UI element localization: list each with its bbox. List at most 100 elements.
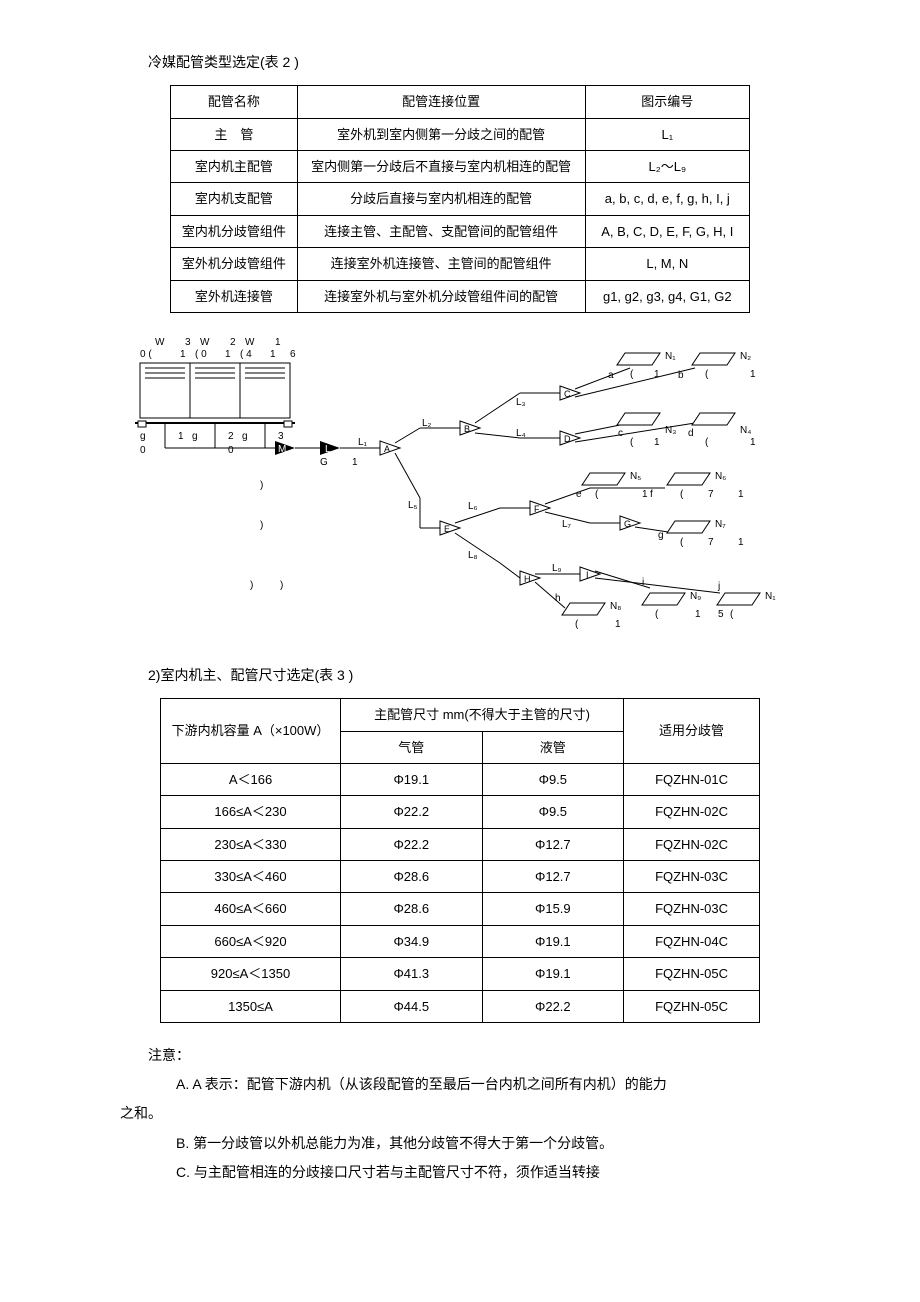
svg-text:L₇: L₇ bbox=[562, 519, 572, 530]
svg-text:2: 2 bbox=[230, 337, 236, 348]
svg-text:g: g bbox=[658, 530, 664, 541]
svg-text:(: ( bbox=[575, 619, 579, 630]
svg-text:N₉: N₉ bbox=[690, 591, 701, 602]
svg-text:N₁: N₁ bbox=[665, 351, 676, 362]
svg-text:F: F bbox=[534, 504, 540, 514]
svg-text:0 (: 0 ( bbox=[140, 349, 152, 360]
svg-text:g: g bbox=[140, 431, 146, 442]
svg-text:(: ( bbox=[680, 489, 684, 500]
note-b: B. 第一分歧管以外机总能力为准，其他分歧管不得大于第一个分歧管。 bbox=[120, 1131, 800, 1156]
t3r2c3: FQZHN-02C bbox=[624, 828, 760, 860]
table2-title: 冷媒配管类型选定(表 2 ) bbox=[120, 50, 800, 75]
svg-text:W: W bbox=[155, 337, 165, 348]
svg-text:): ) bbox=[250, 580, 253, 591]
t3-h3s: 液管 bbox=[482, 731, 624, 763]
t2r4c0: 室外机分歧管组件 bbox=[171, 248, 298, 280]
t3-h23: 主配管尺寸 mm(不得大于主管的尺寸) bbox=[341, 699, 624, 731]
svg-text:B: B bbox=[464, 424, 470, 434]
table2: 配管名称 配管连接位置 图示编号 主 管室外机到室内侧第一分歧之间的配管L₁ 室… bbox=[170, 85, 750, 313]
svg-text:1: 1 bbox=[178, 431, 184, 442]
t2r5c1: 连接室外机与室外机分歧管组件间的配管 bbox=[297, 280, 585, 312]
svg-text:g: g bbox=[192, 431, 198, 442]
svg-text:A: A bbox=[384, 444, 390, 454]
svg-text:1: 1 bbox=[654, 437, 660, 448]
svg-text:W: W bbox=[245, 337, 255, 348]
svg-text:D: D bbox=[564, 434, 571, 444]
svg-text:(: ( bbox=[680, 537, 684, 548]
svg-text:L₉: L₉ bbox=[552, 563, 562, 574]
t2r4c2: L, M, N bbox=[585, 248, 749, 280]
svg-text:N₂: N₂ bbox=[740, 351, 751, 362]
t3r7c3: FQZHN-05C bbox=[624, 990, 760, 1022]
t2r0c0: 主 管 bbox=[171, 118, 298, 150]
svg-text:): ) bbox=[260, 520, 263, 531]
svg-text:7: 7 bbox=[708, 489, 714, 500]
table3: 下游内机容量 A（×100W） 主配管尺寸 mm(不得大于主管的尺寸) 适用分歧… bbox=[160, 698, 760, 1023]
t3r3c3: FQZHN-03C bbox=[624, 861, 760, 893]
svg-text:( 0: ( 0 bbox=[195, 349, 207, 360]
svg-text:L₄: L₄ bbox=[516, 428, 526, 439]
svg-text:I: I bbox=[586, 570, 589, 580]
svg-text:1: 1 bbox=[738, 537, 744, 548]
svg-text:1: 1 bbox=[180, 349, 186, 360]
note-c: C. 与主配管相连的分歧接口尺寸若与主配管尺寸不符，须作适当转接 bbox=[120, 1160, 800, 1185]
svg-text:G: G bbox=[320, 457, 328, 468]
t3r3c2: Φ12.7 bbox=[482, 861, 624, 893]
t2r2c1: 分歧后直接与室内机相连的配管 bbox=[297, 183, 585, 215]
svg-text:(: ( bbox=[705, 437, 709, 448]
svg-text:(: ( bbox=[705, 369, 709, 380]
t3r1c0: 166≤A＜230 bbox=[161, 796, 341, 828]
svg-text:6: 6 bbox=[290, 349, 296, 360]
svg-text:3: 3 bbox=[185, 337, 191, 348]
t2r5c0: 室外机连接管 bbox=[171, 280, 298, 312]
t3r6c1: Φ41.3 bbox=[341, 958, 483, 990]
t3r3c0: 330≤A＜460 bbox=[161, 861, 341, 893]
svg-text:i: i bbox=[642, 577, 644, 588]
t3r2c0: 230≤A＜330 bbox=[161, 828, 341, 860]
t2r4c1: 连接室外机连接管、主管间的配管组件 bbox=[297, 248, 585, 280]
t3r1c1: Φ22.2 bbox=[341, 796, 483, 828]
t2r5c2: g1, g2, g3, g4, G1, G2 bbox=[585, 280, 749, 312]
t2-h3: 图示编号 bbox=[585, 86, 749, 118]
svg-text:1: 1 bbox=[642, 489, 648, 500]
svg-text:1: 1 bbox=[738, 489, 744, 500]
svg-text:N₁: N₁ bbox=[765, 591, 776, 602]
t2r3c0: 室内机分歧管组件 bbox=[171, 215, 298, 247]
t3r1c3: FQZHN-02C bbox=[624, 796, 760, 828]
t3r7c0: 1350≤A bbox=[161, 990, 341, 1022]
t3r5c2: Φ19.1 bbox=[482, 925, 624, 957]
svg-text:e: e bbox=[576, 489, 582, 500]
t2r1c0: 室内机主配管 bbox=[171, 150, 298, 182]
t3r3c1: Φ28.6 bbox=[341, 861, 483, 893]
svg-text:L₅: L₅ bbox=[408, 500, 418, 511]
svg-text:L₁: L₁ bbox=[358, 437, 368, 448]
t3r0c0: A＜166 bbox=[161, 763, 341, 795]
t2-h2: 配管连接位置 bbox=[297, 86, 585, 118]
svg-text:1: 1 bbox=[270, 349, 276, 360]
t3r2c1: Φ22.2 bbox=[341, 828, 483, 860]
svg-text:g: g bbox=[242, 431, 248, 442]
svg-text:c: c bbox=[618, 428, 623, 439]
t3r0c3: FQZHN-01C bbox=[624, 763, 760, 795]
note-a2: 之和。 bbox=[120, 1101, 800, 1126]
t3r1c2: Φ9.5 bbox=[482, 796, 624, 828]
svg-text:a: a bbox=[608, 370, 614, 381]
t3r4c2: Φ15.9 bbox=[482, 893, 624, 925]
svg-text:N₆: N₆ bbox=[715, 471, 726, 482]
t2r2c2: a, b, c, d, e, f, g, h, I, j bbox=[585, 183, 749, 215]
t3r4c1: Φ28.6 bbox=[341, 893, 483, 925]
t3r4c3: FQZHN-03C bbox=[624, 893, 760, 925]
t3r0c2: Φ9.5 bbox=[482, 763, 624, 795]
t2r2c0: 室内机支配管 bbox=[171, 183, 298, 215]
t3-h1: 下游内机容量 A（×100W） bbox=[161, 699, 341, 764]
t3-h2s: 气管 bbox=[341, 731, 483, 763]
t3-h4: 适用分歧管 bbox=[624, 699, 760, 764]
svg-text:L: L bbox=[325, 444, 331, 455]
t2r3c1: 连接主管、主配管、支配管间的配管组件 bbox=[297, 215, 585, 247]
svg-text:0: 0 bbox=[140, 445, 146, 456]
t2r0c2: L₁ bbox=[585, 118, 749, 150]
t3r6c3: FQZHN-05C bbox=[624, 958, 760, 990]
t3r6c0: 920≤A＜1350 bbox=[161, 958, 341, 990]
t3r2c2: Φ12.7 bbox=[482, 828, 624, 860]
svg-text:( 4: ( 4 bbox=[240, 349, 252, 360]
